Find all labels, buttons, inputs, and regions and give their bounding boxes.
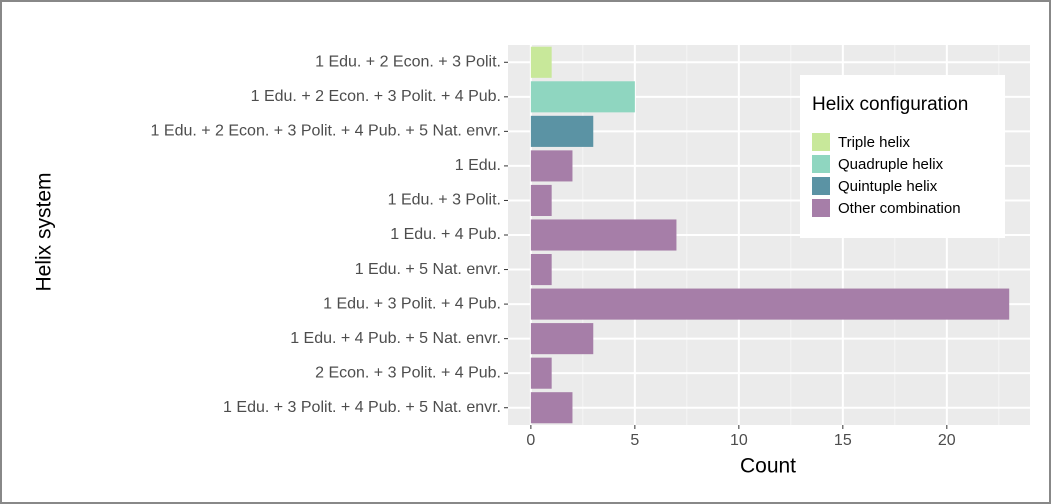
x-tick-label: 20 <box>938 432 956 449</box>
bar <box>530 219 677 251</box>
x-tick-label: 0 <box>526 432 535 449</box>
bar <box>530 357 552 389</box>
legend-label: Quadruple helix <box>838 156 944 173</box>
y-tick-label: 1 Edu. + 3 Polit. + 4 Pub. <box>323 295 501 312</box>
bar <box>530 81 635 113</box>
legend-key <box>812 155 830 173</box>
legend-key <box>812 133 830 151</box>
legend-label: Quintuple helix <box>838 178 938 195</box>
y-tick-label: 1 Edu. + 3 Polit. <box>388 192 501 209</box>
y-tick-label: 1 Edu. + 5 Nat. envr. <box>355 261 501 278</box>
y-tick-label: 1 Edu. <box>455 157 501 174</box>
legend-box <box>800 75 1005 238</box>
x-tick-label: 15 <box>834 432 852 449</box>
y-tick-label: 1 Edu. + 4 Pub. + 5 Nat. envr. <box>290 330 501 347</box>
legend-title: Helix configuration <box>812 94 968 115</box>
y-tick-label: 2 Econ. + 3 Polit. + 4 Pub. <box>315 364 501 381</box>
y-tick-label: 1 Edu. + 2 Econ. + 3 Polit. + 4 Pub. + 5… <box>151 123 501 140</box>
x-tick-label: 10 <box>730 432 748 449</box>
bar <box>530 46 552 78</box>
x-axis-title: Count <box>740 455 796 478</box>
bar <box>530 288 1010 320</box>
bar <box>530 392 573 424</box>
legend-key <box>812 199 830 217</box>
bar <box>530 150 573 182</box>
y-tick-label: 1 Edu. + 4 Pub. <box>390 226 501 243</box>
legend-label: Triple helix <box>838 134 910 151</box>
y-axis-title: Helix system <box>33 172 56 291</box>
legend-label: Other combination <box>838 200 961 217</box>
legend-key <box>812 177 830 195</box>
y-tick-label: 1 Edu. + 2 Econ. + 3 Polit. + 4 Pub. <box>251 88 501 105</box>
y-tick-label: 1 Edu. + 3 Polit. + 4 Pub. + 5 Nat. envr… <box>223 399 501 416</box>
bar <box>530 184 552 216</box>
bar <box>530 115 594 147</box>
bar <box>530 254 552 286</box>
y-tick-label: 1 Edu. + 2 Econ. + 3 Polit. <box>315 53 501 70</box>
bar <box>530 323 594 355</box>
x-tick-label: 5 <box>630 432 639 449</box>
